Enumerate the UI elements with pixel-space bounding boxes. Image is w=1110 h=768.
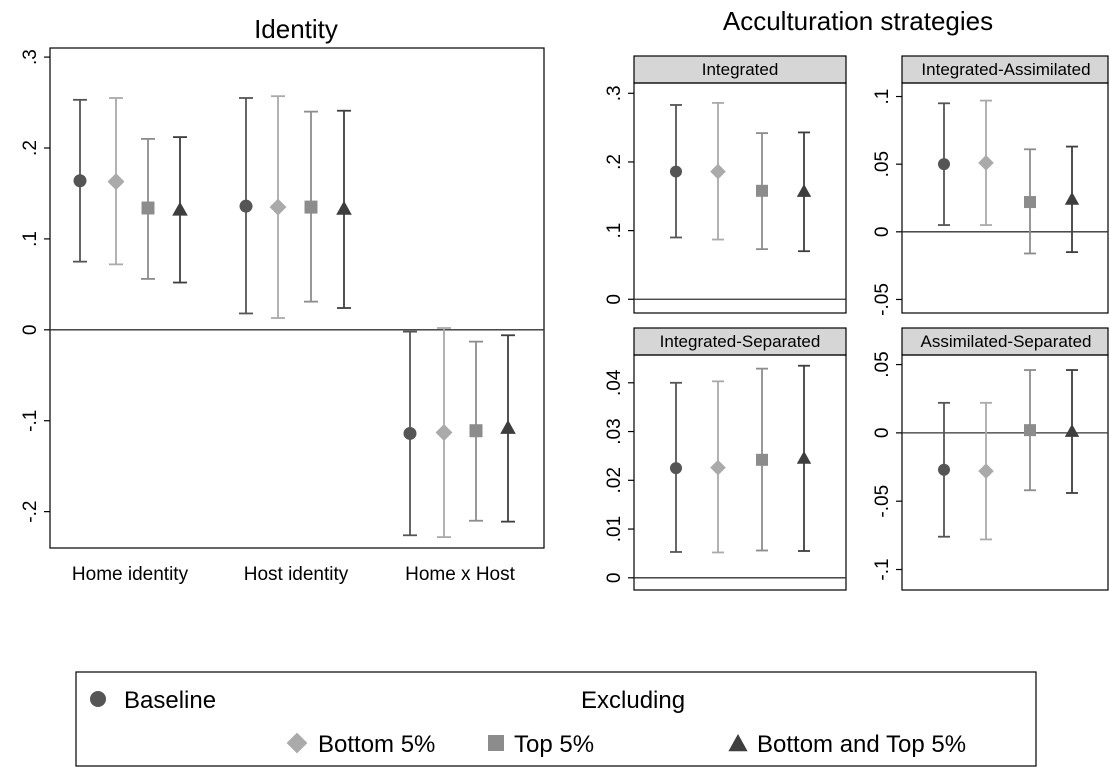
identity-baseline-point [73,174,87,188]
integrated-separated-bottom-5-point [710,459,726,476]
legend-label-bottom-and-top-5: Bottom and Top 5% [757,731,966,758]
integrated-assimilated-title: Integrated-Assimilated [921,60,1090,79]
identity-title: Identity [254,14,338,44]
identity-bottom-and-top-5-point [172,201,188,216]
identity-ytick-label: .3 [20,49,41,65]
integrated-ytick-label: .3 [604,85,625,101]
assimilated-separated-baseline-point [938,463,950,476]
integrated-separated-ytick-label: .04 [604,369,625,396]
legend-symbol-baseline [90,691,106,707]
legend-box [75,671,1037,767]
legend-symbol-bottom-and-top-5 [728,734,748,752]
assimilated-separated-ytick-label: 0 [872,428,893,439]
legend-group-label: Excluding [581,687,685,714]
assimilated-separated-bottom-and-top-5-point [1064,424,1080,437]
identity-baseline-point [239,199,253,213]
integrated-separated-chart: Integrated-Separated 0 .01 .02 .03 .04 [604,327,847,591]
identity-ytick-label: .1 [20,231,41,247]
legend-label-top-5: Top 5% [514,731,594,758]
integrated-separated-baseline-point [670,462,682,475]
integrated-separated-top-5-point [756,453,768,466]
assimilated-separated-top-5-point [1024,424,1036,437]
integrated-assimilated-baseline-point [938,158,950,171]
identity-bottom-and-top-5-point [500,419,516,434]
legend-label-baseline: Baseline [124,687,216,714]
integrated-assimilated-bottom-and-top-5-point [1064,191,1080,205]
integrated-assimilated-bottom-5-point [978,155,994,171]
identity-bottom-5-point [107,173,125,191]
integrated-strip [633,55,847,84]
integrated-assimilated-ytick-label: .1 [872,89,893,105]
integrated-separated-ytick-label: .03 [604,418,625,444]
identity-plot-frame [49,47,545,549]
integrated-baseline-point [670,165,682,178]
legend-symbol-top-5 [488,735,504,751]
integrated-title: Integrated [702,60,779,79]
integrated-chart: Integrated 0 .1 .2 .3 [604,55,847,314]
category-label-host-identity: Host identity [244,564,349,585]
acculturation-title: Acculturation strategies [723,6,993,36]
category-label-home-x-host: Home x Host [405,564,516,585]
identity-ytick-label: .2 [20,140,41,156]
identity-top-5-point [304,200,318,214]
integrated-separated-title: Integrated-Separated [660,332,821,351]
identity-chart: Identity -.2 -.1 0 .1 .2 .3 Home identity Hos… [20,14,545,585]
integrated-separated-ytick-label: .01 [604,516,625,542]
integrated-assimilated-strip [901,55,1109,84]
integrated-assimilated-ytick-label: 0 [872,227,893,238]
integrated-separated-strip [633,327,847,356]
integrated-assimilated-plot-frame [901,82,1109,314]
assimilated-separated-plot-frame [901,354,1109,591]
integrated-bottom-5-point [710,163,726,180]
assimilated-separated-ytick-label: -.05 [872,485,893,518]
identity-ytick-label: -.2 [20,501,41,523]
integrated-separated-bottom-and-top-5-point [796,450,812,464]
identity-ytick-label: -.1 [20,410,41,432]
identity-baseline-point [403,426,417,440]
integrated-top-5-point [756,184,768,197]
assimilated-separated-bottom-5-point [978,463,994,479]
identity-bottom-and-top-5-point [336,200,352,215]
integrated-assimilated-ytick-label: -.05 [872,283,893,316]
assimilated-separated-strip [901,327,1109,356]
integrated-ytick-label: .2 [604,154,625,170]
integrated-plot-frame [633,82,847,314]
integrated-ytick-label: 0 [604,294,625,305]
assimilated-separated-ytick-label: -.1 [872,558,893,580]
assimilated-separated-chart: Assimilated-Separated -.1 -.05 0 .05 [872,327,1109,591]
integrated-separated-ytick-label: 0 [604,573,625,584]
identity-bottom-5-point [435,424,453,441]
legend-symbol-bottom-5 [286,732,308,754]
assimilated-separated-ytick-label: .05 [872,351,893,377]
identity-top-5-point [141,201,155,215]
identity-bottom-5-point [269,198,287,216]
integrated-separated-plot-frame [633,354,847,591]
identity-top-5-point [469,424,483,438]
legend-label-bottom-5: Bottom 5% [318,731,435,758]
integrated-ytick-label: .1 [604,223,625,239]
integrated-bottom-and-top-5-point [796,183,812,197]
integrated-separated-ytick-label: .02 [604,467,625,493]
identity-ytick-label: 0 [20,325,41,336]
category-label-home-identity: Home identity [72,564,189,585]
integrated-assimilated-ytick-label: .05 [872,151,893,177]
integrated-assimilated-chart: Integrated-Assimilated -.05 0 .05 .1 [872,55,1109,316]
assimilated-separated-title: Assimilated-Separated [920,332,1091,351]
legend: Baseline Excluding Bottom 5% Top 5% Bott… [75,671,1037,767]
integrated-assimilated-top-5-point [1024,196,1036,209]
